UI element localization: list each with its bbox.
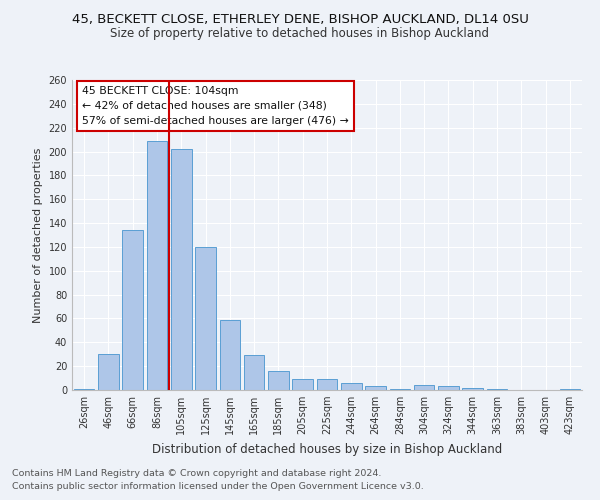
Bar xyxy=(195,247,216,390)
Bar xyxy=(244,356,265,390)
Bar xyxy=(341,383,362,390)
Text: Contains HM Land Registry data © Crown copyright and database right 2024.: Contains HM Land Registry data © Crown c… xyxy=(12,468,382,477)
Bar xyxy=(414,385,434,390)
Text: Contains public sector information licensed under the Open Government Licence v3: Contains public sector information licen… xyxy=(12,482,424,491)
Bar xyxy=(98,354,119,390)
Bar xyxy=(292,380,313,390)
Text: 45 BECKETT CLOSE: 104sqm
← 42% of detached houses are smaller (348)
57% of semi-: 45 BECKETT CLOSE: 104sqm ← 42% of detach… xyxy=(82,86,349,126)
Bar xyxy=(560,389,580,390)
Bar xyxy=(268,371,289,390)
Bar xyxy=(487,389,508,390)
Bar xyxy=(146,141,167,390)
Bar xyxy=(365,386,386,390)
Bar xyxy=(122,230,143,390)
Bar xyxy=(389,389,410,390)
Bar xyxy=(438,386,459,390)
Bar xyxy=(171,149,191,390)
Bar xyxy=(317,380,337,390)
Text: 45, BECKETT CLOSE, ETHERLEY DENE, BISHOP AUCKLAND, DL14 0SU: 45, BECKETT CLOSE, ETHERLEY DENE, BISHOP… xyxy=(71,12,529,26)
Bar xyxy=(463,388,483,390)
Bar xyxy=(74,389,94,390)
Bar xyxy=(220,320,240,390)
X-axis label: Distribution of detached houses by size in Bishop Auckland: Distribution of detached houses by size … xyxy=(152,442,502,456)
Text: Size of property relative to detached houses in Bishop Auckland: Size of property relative to detached ho… xyxy=(110,28,490,40)
Y-axis label: Number of detached properties: Number of detached properties xyxy=(33,148,43,322)
